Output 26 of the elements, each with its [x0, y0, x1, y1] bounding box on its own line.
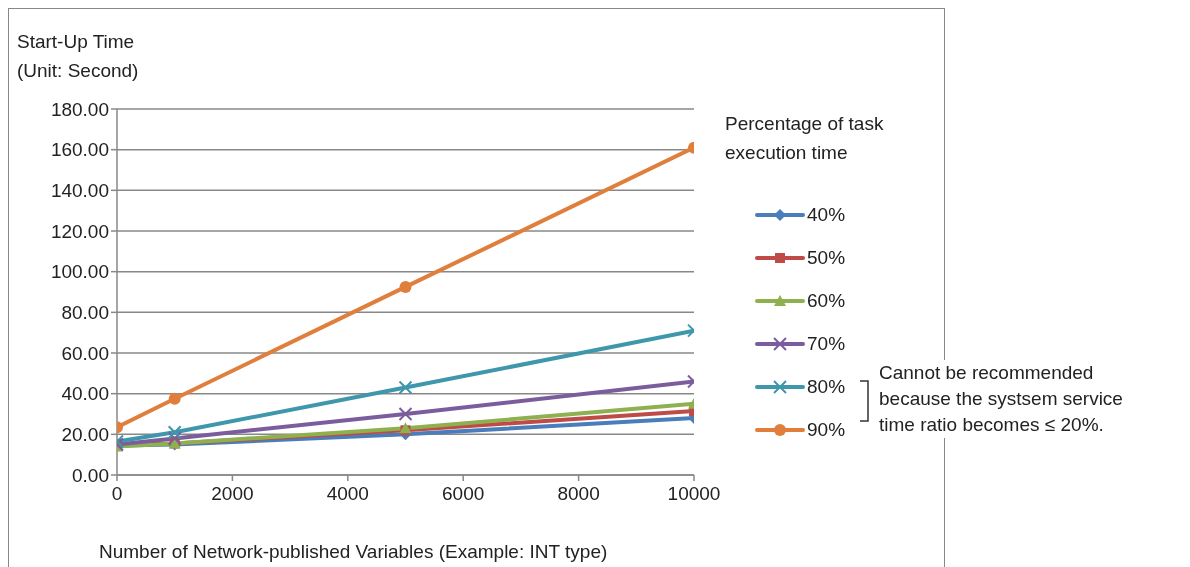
x-tick-label: 8000	[557, 483, 600, 505]
x-tick-label: 6000	[442, 483, 485, 505]
y-tick-label: 120.00	[50, 220, 109, 242]
y-tick-label: 180.00	[50, 98, 109, 120]
legend-label: 50%	[807, 246, 846, 269]
text: Cannot be recommended because the systsem service time ratio becomes ≤ 20%.	[879, 360, 1123, 438]
legend-title: Percentage of task execution time	[725, 112, 885, 165]
y-tick-label: 20.00	[61, 424, 109, 446]
y-tick-label: 100.00	[50, 261, 109, 283]
y-tick-label: 160.00	[50, 139, 109, 161]
legend-label: 90%	[807, 418, 846, 441]
legend-label: 80%	[807, 375, 846, 398]
x-tick-label: 2000	[211, 483, 254, 505]
y-tick-label: 60.00	[61, 342, 109, 364]
legend-label: 60%	[807, 289, 846, 312]
x-tick-label: 0	[111, 483, 123, 505]
x-axis-title: Number of Network-published Variables (Example: INT type)	[99, 541, 608, 563]
legend-label: 40%	[807, 203, 846, 226]
legend-label: 70%	[807, 332, 846, 355]
x-tick-label: 4000	[326, 483, 369, 505]
y-tick-label: 40.00	[61, 383, 109, 405]
y-axis-title: Start-Up Time (Unit: Second)	[17, 30, 139, 83]
y-tick-label: 140.00	[50, 180, 109, 202]
x-tick-label: 10000	[667, 483, 721, 505]
y-tick-label: 0.00	[72, 464, 109, 486]
y-tick-label: 80.00	[61, 302, 109, 324]
